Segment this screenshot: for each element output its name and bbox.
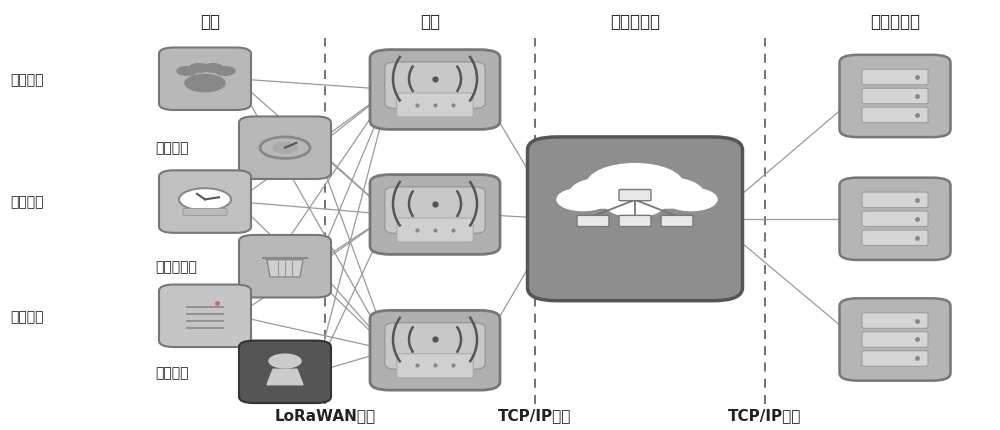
Circle shape [189,64,209,73]
Text: 电子抄表: 电子抄表 [10,195,44,209]
FancyBboxPatch shape [577,216,609,227]
Text: 智能垃圾桶: 智能垃圾桶 [155,260,197,273]
FancyBboxPatch shape [159,49,251,111]
FancyBboxPatch shape [397,354,473,378]
Text: 烟雾报警: 烟雾报警 [155,141,188,155]
FancyBboxPatch shape [370,310,500,390]
Circle shape [633,178,703,209]
FancyBboxPatch shape [840,178,950,261]
Circle shape [179,189,231,211]
FancyBboxPatch shape [619,216,651,227]
FancyBboxPatch shape [840,55,950,138]
FancyBboxPatch shape [183,209,227,216]
FancyBboxPatch shape [239,236,331,298]
Circle shape [273,143,297,154]
Circle shape [665,189,717,211]
Text: TCP/IP协议: TCP/IP协议 [728,408,802,422]
Text: TCP/IP协议: TCP/IP协议 [498,408,572,422]
Text: 应用服务器: 应用服务器 [870,12,920,31]
FancyBboxPatch shape [862,89,928,104]
FancyBboxPatch shape [385,63,485,109]
FancyBboxPatch shape [862,108,928,123]
Circle shape [269,354,301,368]
FancyBboxPatch shape [862,212,928,227]
Polygon shape [267,260,303,277]
Polygon shape [267,369,303,385]
Text: 终端: 终端 [200,12,220,31]
FancyBboxPatch shape [370,50,500,130]
Text: 烟雾报警: 烟雾报警 [155,365,188,379]
FancyBboxPatch shape [661,216,693,227]
FancyBboxPatch shape [239,341,331,403]
FancyBboxPatch shape [862,230,928,246]
Text: 网络服务器: 网络服务器 [610,12,660,31]
Text: LoRaWAN协议: LoRaWAN协议 [274,408,376,422]
Circle shape [557,189,609,211]
Circle shape [177,68,197,76]
FancyBboxPatch shape [370,175,500,255]
FancyBboxPatch shape [385,187,485,234]
Circle shape [203,64,223,73]
Circle shape [587,164,683,206]
Circle shape [605,191,665,217]
Text: 网关: 网关 [420,12,440,31]
FancyBboxPatch shape [159,171,251,233]
FancyBboxPatch shape [385,323,485,369]
FancyBboxPatch shape [862,332,928,347]
Text: 宠物追踪: 宠物追踪 [10,73,44,86]
Circle shape [185,75,225,92]
FancyBboxPatch shape [619,190,651,201]
Circle shape [215,68,235,76]
FancyBboxPatch shape [862,351,928,366]
Text: 远程控制: 远程控制 [10,309,44,323]
Circle shape [570,178,640,209]
FancyBboxPatch shape [397,218,473,243]
FancyBboxPatch shape [862,193,928,208]
FancyBboxPatch shape [840,298,950,381]
FancyBboxPatch shape [397,94,473,118]
FancyBboxPatch shape [862,70,928,86]
FancyBboxPatch shape [239,117,331,180]
FancyBboxPatch shape [159,285,251,347]
FancyBboxPatch shape [528,138,742,301]
FancyBboxPatch shape [862,313,928,329]
